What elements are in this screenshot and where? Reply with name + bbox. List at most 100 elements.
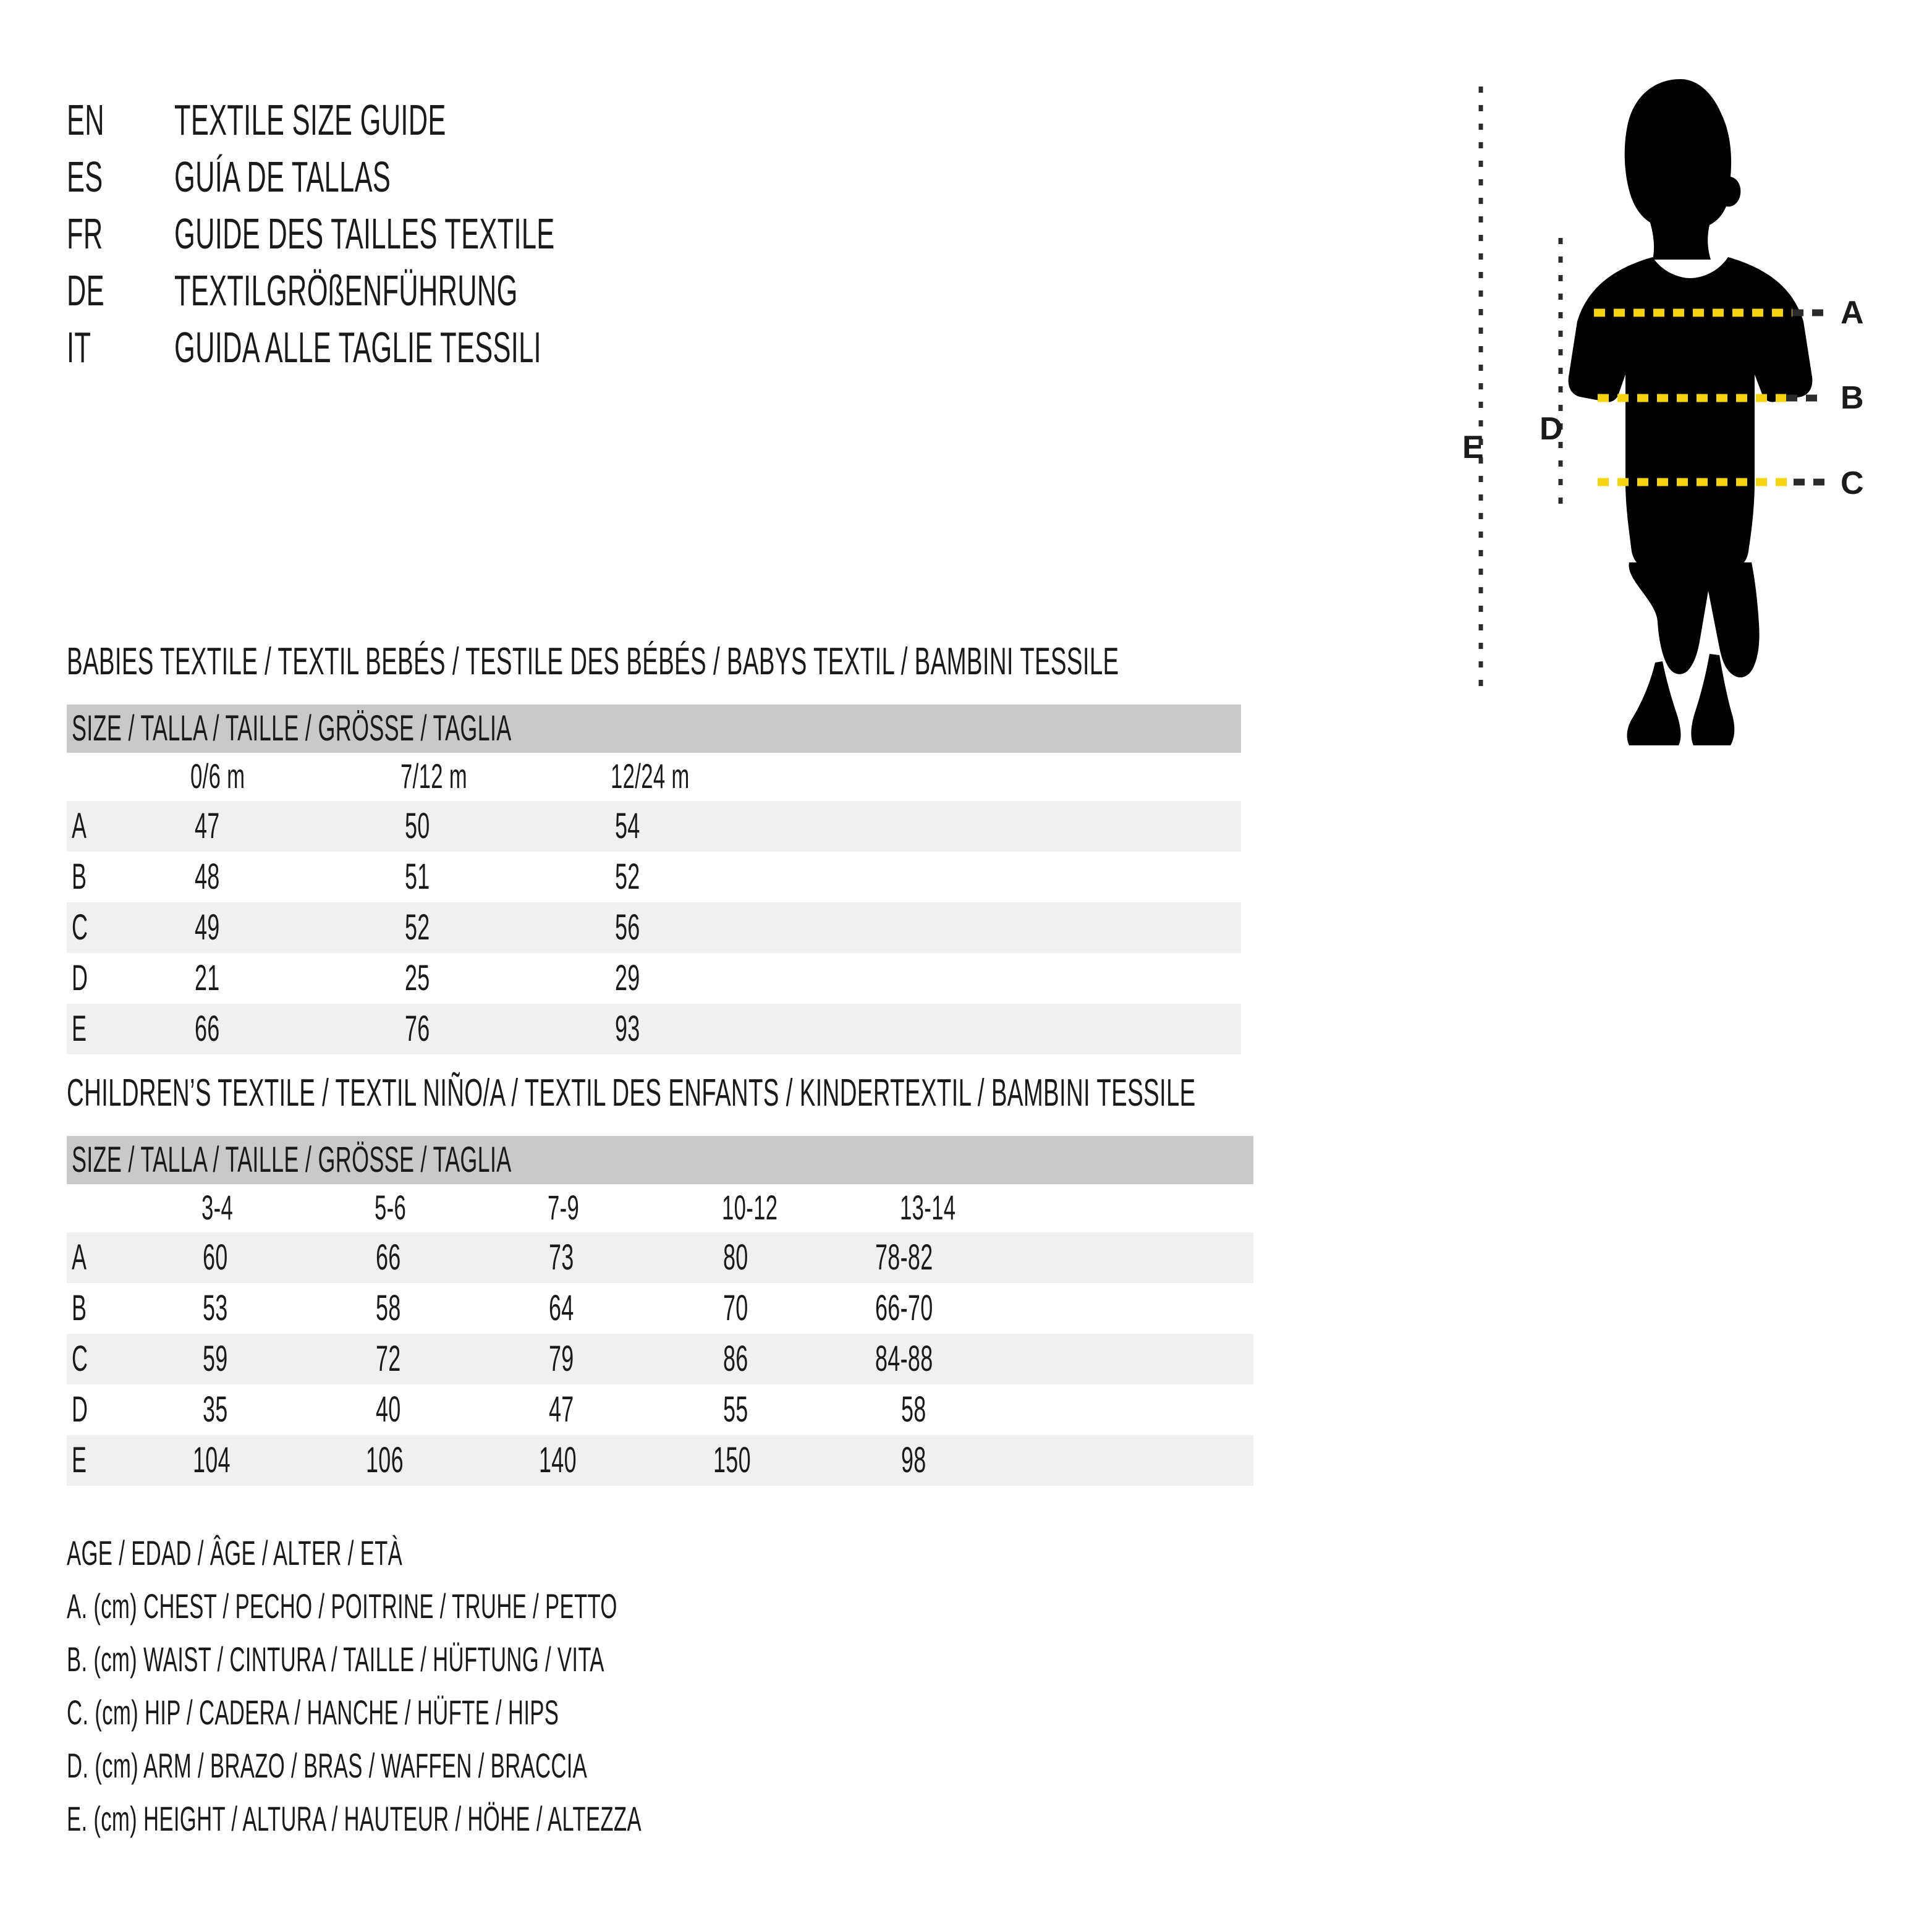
babies-cell-d-1: 25 (405, 958, 430, 998)
legend-item-d: D. (cm) ARM / BRAZO / BRAS / WAFFEN / BR… (67, 1746, 588, 1785)
table-row: E 66 76 93 (67, 1004, 1241, 1054)
children-section-title: CHILDREN’S TEXTILE / TEXTIL NIÑO/A / TEX… (67, 1072, 1196, 1114)
figure-label-b: B (1841, 380, 1864, 416)
babies-column-header-1: 7/12 m (400, 756, 468, 795)
children-cell-d-1: 40 (376, 1389, 401, 1430)
children-cell-e-3: 150 (713, 1440, 751, 1480)
language-row-es: ES GUÍA DE TALLAS (67, 148, 1365, 205)
table-row: A 60 66 73 80 78-82 (67, 1232, 1253, 1283)
babies-cell-a-1: 50 (405, 806, 430, 846)
table-row: E 104 106 140 150 98 (67, 1435, 1253, 1486)
language-row-fr: FR GUIDE DES TAILLES TEXTILE (67, 205, 1365, 262)
children-row-letter-d: D (72, 1389, 88, 1430)
children-cell-e-1: 106 (365, 1440, 404, 1480)
children-cell-a-1: 66 (376, 1237, 401, 1277)
measurement-figure: E D A B C (1440, 74, 1897, 754)
children-cell-b-2: 64 (549, 1288, 574, 1328)
children-table-header-label: SIZE / TALLA / TAILLE / GRÖSSE / TAGLIA (72, 1140, 512, 1180)
children-cell-c-4: 84-88 (875, 1339, 933, 1379)
language-header-block: EN TEXTILE SIZE GUIDE ES GUÍA DE TALLAS … (67, 91, 1365, 376)
language-row-de: DE TEXTILGRÖßENFÜHRUNG (67, 262, 1365, 319)
babies-cell-a-2: 54 (615, 806, 640, 846)
language-title-es: GUÍA DE TALLAS (174, 153, 391, 201)
children-cell-c-2: 79 (549, 1339, 574, 1379)
table-row: B 53 58 64 70 66-70 (67, 1283, 1253, 1334)
language-title-de: TEXTILGRÖßENFÜHRUNG (174, 266, 519, 315)
figure-label-d: D (1540, 411, 1563, 447)
children-cell-c-0: 59 (203, 1339, 228, 1379)
language-code-fr: FR (67, 210, 103, 258)
children-cell-d-2: 47 (549, 1389, 574, 1430)
children-row-letter-e: E (72, 1440, 87, 1480)
babies-cell-c-1: 52 (405, 907, 430, 947)
babies-row-letter-b: B (72, 857, 87, 897)
table-row: D 35 40 47 55 58 (67, 1384, 1253, 1435)
children-column-header-0: 3-4 (201, 1188, 234, 1227)
children-cell-b-1: 58 (376, 1288, 401, 1328)
children-cell-b-3: 70 (723, 1288, 748, 1328)
table-row: C 49 52 56 (67, 902, 1241, 953)
legend-heading: AGE / EDAD / ÂGE / ALTER / ETÀ (67, 1533, 403, 1572)
babies-row-letter-c: C (72, 907, 88, 947)
babies-row-letter-e: E (72, 1009, 87, 1049)
figure-label-e: E (1462, 430, 1484, 465)
babies-table-header-bar: SIZE / TALLA / TAILLE / GRÖSSE / TAGLIA (67, 705, 1241, 753)
language-code-it: IT (67, 323, 91, 371)
babies-cell-b-0: 48 (195, 857, 220, 897)
babies-cell-d-2: 29 (615, 958, 640, 998)
legend-item-e: E. (cm) HEIGHT / ALTURA / HAUTEUR / HÖHE… (67, 1799, 642, 1838)
children-row-letter-b: B (72, 1288, 87, 1328)
children-cell-a-3: 80 (723, 1237, 748, 1277)
children-table-header-bar: SIZE / TALLA / TAILLE / GRÖSSE / TAGLIA (67, 1136, 1253, 1184)
language-code-de: DE (67, 266, 104, 315)
table-row: B 48 51 52 (67, 852, 1241, 902)
figure-label-a: A (1841, 295, 1864, 331)
legend-item-c: C. (cm) HIP / CADERA / HANCHE / HÜFTE / … (67, 1693, 559, 1732)
language-code-en: EN (67, 96, 104, 144)
babies-column-header-2: 12/24 m (611, 756, 690, 795)
children-cell-e-2: 140 (538, 1440, 577, 1480)
babies-row-letter-d: D (72, 958, 88, 998)
babies-cell-e-1: 76 (405, 1009, 430, 1049)
children-column-header-4: 13-14 (900, 1188, 956, 1227)
babies-cell-c-2: 56 (615, 907, 640, 947)
children-cell-c-3: 86 (723, 1339, 748, 1379)
children-column-header-1: 5-6 (375, 1188, 407, 1227)
children-cell-a-2: 73 (549, 1237, 574, 1277)
babies-cell-c-0: 49 (195, 907, 220, 947)
children-cell-d-0: 35 (203, 1389, 228, 1430)
children-cell-b-4: 66-70 (875, 1288, 933, 1328)
children-column-header-2: 7-9 (548, 1188, 580, 1227)
babies-column-header-0: 0/6 m (190, 756, 245, 795)
children-cell-d-4: 58 (901, 1389, 926, 1430)
language-row-it: IT GUIDA ALLE TAGLIE TESSILI (67, 319, 1365, 376)
babies-size-table: SIZE / TALLA / TAILLE / GRÖSSE / TAGLIA … (67, 705, 1241, 1054)
children-row-letter-a: A (72, 1237, 87, 1277)
figure-label-c: C (1841, 465, 1864, 501)
babies-cell-a-0: 47 (195, 806, 220, 846)
language-code-es: ES (67, 153, 103, 201)
table-row: D 21 25 29 (67, 953, 1241, 1004)
children-column-header-3: 10-12 (722, 1188, 778, 1227)
child-silhouette-icon (1568, 79, 1813, 745)
children-cell-b-0: 53 (203, 1288, 228, 1328)
children-cell-a-0: 60 (203, 1237, 228, 1277)
babies-cell-b-2: 52 (615, 857, 640, 897)
babies-cell-e-0: 66 (195, 1009, 220, 1049)
children-cell-d-3: 55 (723, 1389, 748, 1430)
table-row: C 59 72 79 86 84-88 (67, 1334, 1253, 1384)
language-title-en: TEXTILE SIZE GUIDE (174, 96, 447, 144)
children-cell-a-4: 78-82 (875, 1237, 933, 1277)
babies-column-header-row: 0/6 m 7/12 m 12/24 m (67, 753, 1241, 801)
children-size-table: SIZE / TALLA / TAILLE / GRÖSSE / TAGLIA … (67, 1136, 1253, 1486)
babies-table-header-label: SIZE / TALLA / TAILLE / GRÖSSE / TAGLIA (72, 708, 512, 748)
language-title-fr: GUIDE DES TAILLES TEXTILE (174, 210, 556, 258)
children-row-letter-c: C (72, 1339, 88, 1379)
babies-row-letter-a: A (72, 806, 87, 846)
table-row: A 47 50 54 (67, 801, 1241, 852)
legend-item-b: B. (cm) WAIST / CINTURA / TAILLE / HÜFTU… (67, 1640, 604, 1679)
children-column-header-row: 3-4 5-6 7-9 10-12 13-14 (67, 1184, 1253, 1232)
children-cell-e-4: 98 (901, 1440, 926, 1480)
babies-section-title: BABIES TEXTILE / TEXTIL BEBÉS / TESTILE … (67, 640, 1119, 683)
language-row-en: EN TEXTILE SIZE GUIDE (67, 91, 1365, 148)
